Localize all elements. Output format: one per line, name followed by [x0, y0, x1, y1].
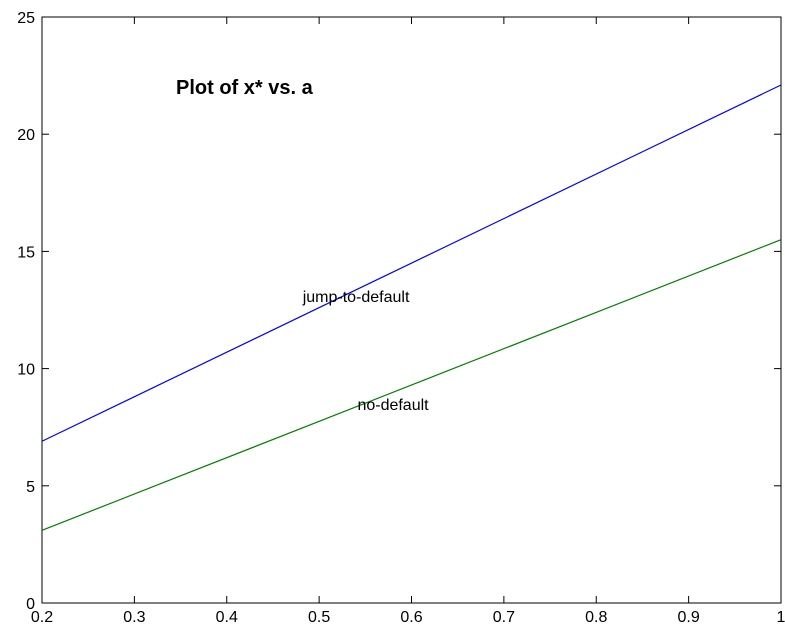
y-tick-label: 15 — [17, 244, 35, 261]
series-line-jump-to-default — [41, 84, 782, 442]
y-tick-label: 10 — [17, 362, 35, 379]
annotation-label: jump-to-default — [302, 289, 410, 306]
axes — [41, 16, 782, 604]
series-line-no-default — [41, 239, 782, 531]
x-tick-label: 0.2 — [31, 609, 53, 626]
y-tick-label: 25 — [17, 10, 35, 27]
y-tick-label: 20 — [17, 127, 35, 144]
x-tick-label: 0.3 — [123, 609, 145, 626]
x-axis-ticks: 0.2 0.3 0.4 0.5 0.6 0.7 0.8 0.9 1 — [31, 17, 785, 626]
annotations: jump-to-default no-default — [302, 289, 429, 414]
annotation-label: no-default — [357, 397, 429, 414]
y-tick-label: 0 — [26, 596, 35, 613]
x-tick-label: 0.9 — [678, 609, 700, 626]
x-tick-label: 0.5 — [308, 609, 330, 626]
series-lines — [41, 84, 782, 531]
x-tick-label: 0.7 — [493, 609, 515, 626]
x-tick-label: 0.6 — [400, 609, 422, 626]
x-tick-label: 0.8 — [585, 609, 607, 626]
y-tick-label: 5 — [26, 479, 35, 496]
axes-frame — [41, 16, 782, 604]
x-tick-label: 0.4 — [216, 609, 238, 626]
chart-title: Plot of x* vs. a — [176, 77, 314, 99]
x-tick-label: 1 — [777, 609, 785, 626]
y-axis-ticks: 0 5 10 15 20 25 — [17, 10, 781, 613]
